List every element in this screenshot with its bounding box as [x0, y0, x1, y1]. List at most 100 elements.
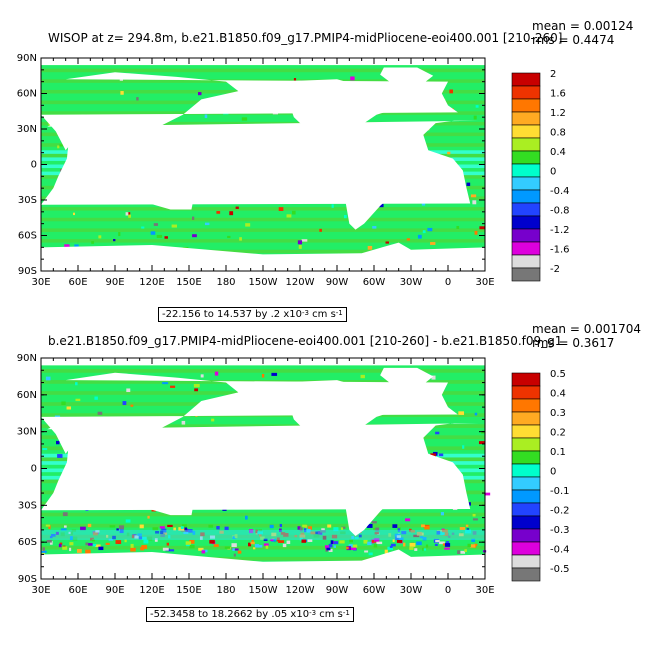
noise-cell — [200, 532, 205, 537]
noise-cell — [208, 524, 214, 528]
ocean-band — [41, 224, 485, 229]
noise-cell — [69, 536, 73, 540]
noise-cell — [255, 529, 258, 534]
noise-cell — [150, 231, 156, 235]
noise-cell — [85, 549, 91, 554]
legend-swatch — [511, 385, 541, 400]
legend-swatch — [511, 476, 541, 491]
lat-label: 30S — [18, 500, 37, 511]
noise-cell — [472, 531, 477, 535]
noise-cell — [293, 78, 297, 81]
noise-cell — [373, 543, 378, 548]
land-mass — [161, 468, 183, 479]
noise-cell — [248, 529, 254, 534]
ocean-band — [41, 416, 485, 422]
legend-swatch — [511, 163, 541, 178]
noise-cell — [162, 382, 169, 385]
ocean-band — [41, 217, 485, 222]
panel-2-range-box: -52.3458 to 18.2662 by .05 x10-3 cm s-1 — [146, 607, 354, 622]
noise-cell — [465, 524, 469, 527]
noise-cell — [152, 527, 159, 531]
noise-cell — [56, 440, 60, 445]
noise-cell — [360, 374, 365, 379]
noise-cell — [237, 550, 242, 554]
noise-cell — [351, 544, 358, 548]
legend-swatch — [511, 489, 541, 504]
noise-cell — [130, 543, 134, 548]
noise-cell — [392, 539, 395, 543]
noise-cell — [459, 527, 466, 530]
noise-cell — [328, 543, 333, 548]
panel-1-title: WISOP at z= 294.8m, b.e21.B1850.f09_g17.… — [48, 31, 563, 45]
lon-label: 60E — [68, 277, 87, 288]
lon-label: 180 — [216, 277, 235, 288]
noise-cell — [472, 200, 477, 205]
noise-cell — [253, 547, 256, 550]
noise-cell — [480, 430, 486, 434]
ocean-band — [41, 376, 485, 381]
noise-cell — [132, 534, 137, 537]
noise-cell — [227, 235, 231, 239]
noise-cell — [340, 527, 344, 531]
lon-label: 60E — [68, 585, 87, 596]
noise-cell — [363, 539, 368, 544]
lat-label: 30N — [17, 427, 37, 438]
noise-cell — [385, 241, 389, 244]
ocean-band — [41, 203, 485, 208]
noise-cell — [321, 528, 325, 532]
land-mass — [87, 134, 106, 156]
lon-label: 120W — [286, 277, 315, 288]
noise-cell — [92, 539, 95, 542]
noise-cell — [139, 524, 144, 529]
noise-cell — [424, 525, 430, 530]
southern-band — [41, 529, 485, 540]
legend-label: -1.6 — [550, 245, 570, 256]
panel-1-rms: rms = 0.4474 — [532, 33, 615, 47]
noise-cell — [127, 212, 131, 215]
legend-swatch — [511, 515, 541, 530]
noise-cell — [354, 536, 359, 540]
noise-cell — [250, 541, 255, 545]
noise-cell — [423, 548, 427, 551]
noise-cell — [444, 547, 450, 550]
land-mass — [161, 164, 183, 174]
noise-cell — [209, 535, 216, 539]
noise-cell — [368, 552, 373, 556]
noise-cell — [201, 550, 206, 554]
noise-cell — [302, 524, 307, 528]
noise-cell — [260, 536, 265, 540]
legend-label: 0.3 — [550, 408, 566, 419]
noise-cell — [181, 524, 187, 528]
ocean-band — [41, 65, 485, 70]
ocean-band — [41, 538, 485, 543]
noise-cell — [95, 530, 100, 533]
legend-swatch — [511, 137, 541, 152]
noise-cell — [46, 539, 52, 543]
noise-cell — [478, 441, 485, 445]
noise-cell — [200, 374, 204, 378]
land-mass — [41, 242, 485, 271]
land-masses — [41, 367, 485, 579]
ocean-band — [41, 369, 485, 374]
ocean-band — [41, 68, 485, 73]
noise-cell — [159, 526, 165, 529]
noise-cell — [282, 543, 287, 548]
noise-cell — [183, 531, 189, 535]
panel-1-range-text: -22.156 to 14.537 by .2 x10 — [162, 309, 302, 320]
noise-cell — [326, 547, 331, 551]
noise-cell — [389, 545, 393, 548]
noise-cell — [421, 524, 425, 528]
lon-label: 30E — [31, 585, 50, 596]
noise-cell — [435, 431, 440, 435]
lon-label: 60W — [363, 277, 386, 288]
noise-cell — [472, 518, 478, 521]
noise-cell — [339, 540, 345, 544]
noise-cell — [258, 529, 262, 533]
noise-cell — [168, 535, 171, 539]
noise-cell — [440, 512, 445, 516]
noise-cell — [162, 547, 169, 551]
noise-cell — [143, 539, 149, 544]
lat-label: 0 — [31, 160, 37, 171]
legend-label: -0.8 — [550, 206, 570, 217]
noise-cell — [367, 541, 372, 546]
